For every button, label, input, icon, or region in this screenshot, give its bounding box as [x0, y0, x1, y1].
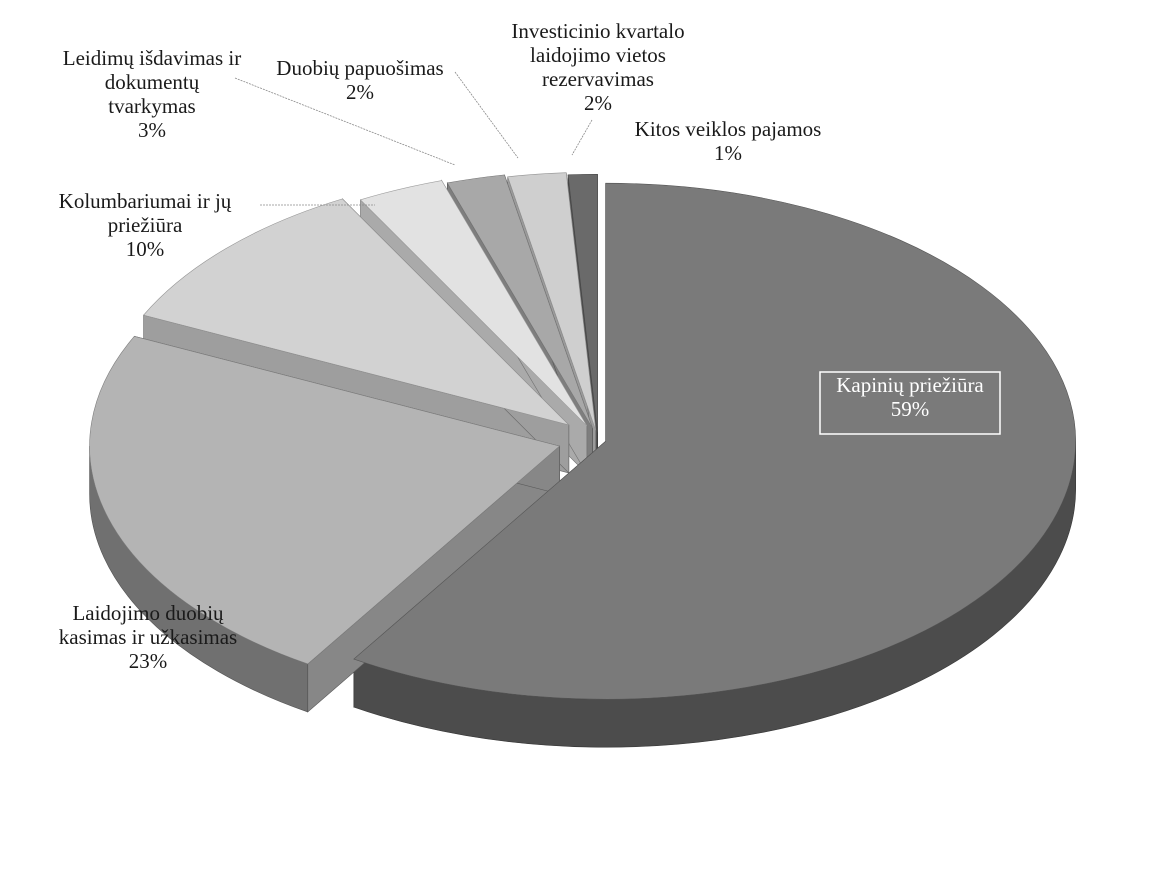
data-label-line: 2% — [346, 80, 374, 104]
pie-slice-1 — [353, 182, 1076, 700]
leader-line — [454, 71, 519, 159]
data-label-line: priežiūra — [108, 213, 183, 237]
data-label-line: rezervavimas — [542, 67, 654, 91]
data-label-line: 59% — [891, 397, 930, 421]
data-label-line: 1% — [714, 141, 742, 165]
data-label-line: Kitos veiklos pajamos — [635, 117, 822, 141]
data-label-line: Investicinio kvartalo — [511, 19, 684, 43]
data-label: Kolumbariumai ir jų priežiūra 10% — [59, 189, 232, 261]
data-label-line: 2% — [584, 91, 612, 115]
data-label: Laidojimo duobių kasimas ir užkasimas 23% — [59, 601, 237, 673]
pie-slice-3 — [143, 198, 570, 426]
data-label-line: tvarkymas — [108, 94, 195, 118]
data-label-line: 23% — [129, 649, 168, 673]
pie-slice-2 — [89, 335, 561, 665]
pie-slice-4 — [359, 180, 588, 427]
data-label: Investicinio kvartalo laidojimo vietos rez… — [511, 19, 684, 115]
data-label-line: dokumentų — [105, 70, 200, 94]
data-label-line: laidojimo vietos — [530, 43, 666, 67]
leader-lines — [234, 71, 593, 206]
leader-line — [571, 119, 593, 156]
data-label: Duobių papuošimas 2% — [276, 56, 443, 104]
data-label-line: 10% — [126, 237, 165, 261]
pie-slice-5 — [446, 174, 593, 429]
data-label-line: kasimas ir užkasimas — [59, 625, 237, 649]
pie-slice-7 — [567, 174, 598, 433]
data-label-line: Kolumbariumai ir jų — [59, 189, 232, 213]
data-label-line: Laidojimo duobių — [72, 601, 224, 625]
data-label-line: Duobių papuošimas — [276, 56, 443, 80]
data-label-box — [819, 371, 1001, 435]
data-label-line: Kapinių priežiūra — [836, 373, 984, 397]
data-label-line: 3% — [138, 118, 166, 142]
data-label-line: Leidimų išdavimas ir — [63, 46, 241, 70]
data-label: Leidimų išdavimas ir dokumentų tvarkymas 3% — [63, 46, 241, 142]
leader-line — [234, 77, 456, 166]
slice-tops — [89, 172, 1076, 700]
data-label: Kitos veiklos pajamos 1% — [635, 117, 822, 165]
data-labels: Kapinių priežiūra 59% Laidojimo duobių kasi… — [59, 19, 1001, 673]
pie-slice-6 — [507, 172, 597, 431]
data-label: Kapinių priežiūra 59% — [836, 373, 984, 421]
